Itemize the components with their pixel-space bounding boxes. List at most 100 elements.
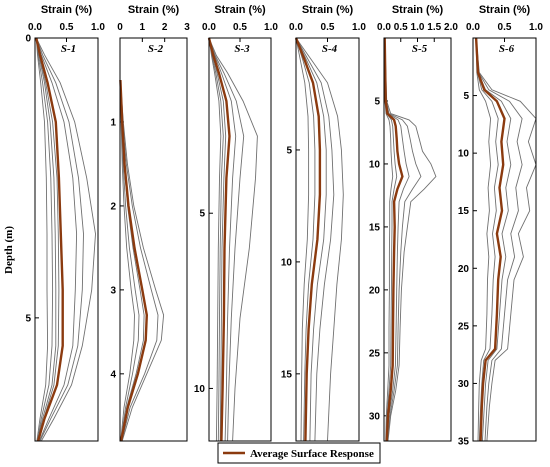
y-axis-label: Depth (m) <box>3 226 15 274</box>
x-tick-label-s-3: 0.0 <box>202 22 216 33</box>
x-axis-title-s-4: Strain (%) <box>302 4 354 16</box>
x-axis-title-s-1: Strain (%) <box>41 4 93 16</box>
x-tick-label-s-2: 3 <box>184 22 190 33</box>
strain-profile-s-4-1 <box>295 37 344 442</box>
y-tick-label-s-6: 5 <box>463 91 469 102</box>
y-tick-label-s-6: 20 <box>458 264 470 275</box>
x-axis-title-s-5: Strain (%) <box>392 4 444 16</box>
panel-frame-s-2 <box>119 37 188 442</box>
y-tick-label-s-5: 20 <box>369 285 381 296</box>
panel-label-s-6: S-6 <box>499 43 515 55</box>
y-tick-label-s-4: 5 <box>286 145 292 156</box>
y-tick-label-s-2: 2 <box>110 201 116 212</box>
strain-profile-s-1-3 <box>35 37 78 442</box>
panel-label-s-4: S-4 <box>322 43 338 55</box>
panel-frame-s-5 <box>383 37 452 442</box>
x-tick-label-s-6: 0.5 <box>498 22 512 33</box>
strain-profile-s-3-2 <box>208 37 245 442</box>
y-tick-label-s-5: 15 <box>369 222 381 233</box>
strain-profile-s-6-5 <box>475 37 492 442</box>
average-profile-s-1 <box>35 37 64 442</box>
y-tick-label-s-3: 5 <box>199 209 205 220</box>
average-profile-s-3 <box>207 37 231 442</box>
strain-profile-s-2-2 <box>119 79 159 442</box>
panel-s-4: Strain (%) 0.0 0.5 1.0 5 10 15 S-4 <box>281 4 366 442</box>
panel-frame-s-1 <box>34 37 99 442</box>
average-profile-s-6 <box>474 37 506 442</box>
y-tick-label-s-2: 1 <box>110 117 116 128</box>
x-tick-label-s-3: 0.5 <box>233 22 247 33</box>
panel-frame-s-3 <box>208 37 272 442</box>
panel-label-s-5: S-5 <box>412 43 428 55</box>
strain-profile-s-4-4 <box>295 37 316 442</box>
y-tick-label-s-2: 4 <box>110 369 116 380</box>
panel-s-1: Strain (%) 0.0 0.5 1.0 0 5 S-1 <box>25 4 105 442</box>
strain-profile-s-4-3 <box>295 37 327 442</box>
x-tick-label-s-5: 1.5 <box>427 22 441 33</box>
strain-profile-s-5-5 <box>384 37 394 442</box>
y-tick-label-s-4: 10 <box>281 257 293 268</box>
x-tick-label-s-5: 0.5 <box>394 22 408 33</box>
strain-profile-s-3-5 <box>208 37 222 442</box>
x-tick-label-s-5: 1.0 <box>411 22 425 33</box>
panel-s-5: Strain (%)0.0 0.5 1.0 1.5 2.0 5 10 15 20 25 30 S-5 <box>369 4 458 442</box>
strain-profile-s-1-6 <box>35 37 49 442</box>
panel-label-s-1: S-1 <box>61 43 76 55</box>
x-tick-label-s-4: 1.0 <box>352 22 366 33</box>
y-tick-label-s-5: 10 <box>369 159 381 170</box>
strain-profile-s-3-3 <box>208 37 237 442</box>
x-tick-label-s-2: 0 <box>117 22 123 33</box>
strain-profile-s-5-4 <box>384 37 398 442</box>
x-axis-title-s-6: Strain (%) <box>479 4 531 16</box>
strain-profile-s-3-1 <box>208 37 258 442</box>
y-tick-label-s-5: 25 <box>369 348 381 359</box>
strain-profile-s-1-5 <box>35 37 54 442</box>
strain-profile-s-6-1 <box>475 37 537 442</box>
y-tick-label-s-6: 25 <box>458 321 470 332</box>
strain-profile-s-3-6 <box>208 37 224 442</box>
x-tick-label-s-2: 1 <box>140 22 146 33</box>
x-tick-label-s-5: 2.0 <box>444 22 458 33</box>
strain-profile-s-1-2 <box>35 37 84 442</box>
x-tick-label-s-5: 0.0 <box>377 22 391 33</box>
x-axis-title-s-2: Strain (%) <box>128 4 180 16</box>
x-tick-label-s-1: 0.5 <box>60 22 74 33</box>
x-tick-label-s-3: 1.0 <box>264 22 278 33</box>
strain-profile-s-1-1 <box>35 37 96 442</box>
y-tick-label-s-6: 35 <box>458 437 470 448</box>
x-tick-label-s-4: 0.0 <box>289 22 303 33</box>
y-tick-label-s-5: 5 <box>374 96 380 107</box>
strain-profile-s-1-4 <box>35 37 60 442</box>
strain-profile-s-4-2 <box>295 37 335 442</box>
y-tick-label-s-1: 0 <box>25 34 31 45</box>
y-tick-label-s-6: 30 <box>458 379 470 390</box>
panel-label-s-3: S-3 <box>234 43 250 55</box>
average-profile-s-4 <box>294 37 322 442</box>
y-tick-label-s-6: 15 <box>458 206 470 217</box>
panel-label-s-2: S-2 <box>148 43 164 55</box>
x-tick-label-s-2: 2 <box>162 22 168 33</box>
y-tick-label-s-3: 10 <box>194 384 206 395</box>
strain-profile-s-6-3 <box>475 37 512 442</box>
y-tick-label-s-2: 3 <box>110 285 116 296</box>
x-axis-title-s-3: Strain (%) <box>214 4 266 16</box>
legend-label: Average Surface Response <box>250 448 374 460</box>
x-tick-label-s-6: 1.0 <box>529 22 543 33</box>
strain-profile-s-6-2 <box>475 37 523 442</box>
panel-frame-s-6 <box>472 37 537 442</box>
strain-profile-s-5-3 <box>384 37 410 442</box>
strain-profile-s-4-5 <box>295 37 310 442</box>
legend: Average Surface Response <box>217 442 381 464</box>
strain-profile-s-6-4 <box>475 37 499 442</box>
y-tick-label-s-5: 30 <box>369 411 381 422</box>
panel-s-6: Strain (%) 0.0 0.5 1.0 5 10 15 20 25 30 35 S-6 <box>458 4 544 448</box>
x-tick-label-s-6: 0.0 <box>466 22 480 33</box>
strain-profile-s-2-5 <box>119 79 135 442</box>
y-tick-label-s-4: 15 <box>281 369 293 380</box>
x-tick-label-s-1: 1.0 <box>91 22 105 33</box>
strain-profile-s-2-1 <box>119 79 165 442</box>
y-tick-label-s-1: 5 <box>25 313 31 324</box>
y-tick-label-s-6: 10 <box>458 149 470 160</box>
